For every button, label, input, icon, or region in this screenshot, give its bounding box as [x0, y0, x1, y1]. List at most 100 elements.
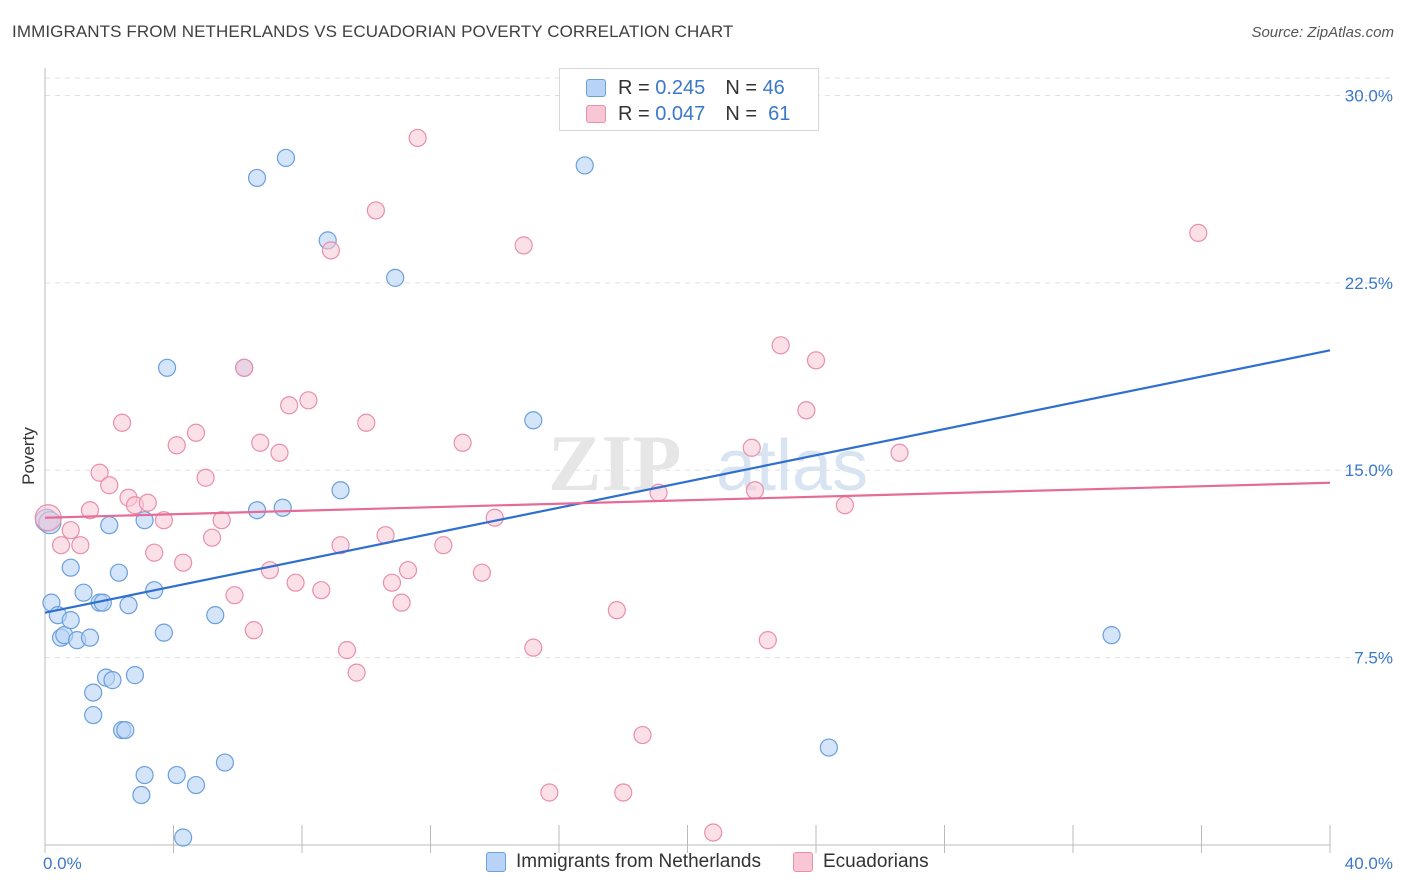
legend-r-value-ecuadorians: 0.047 [655, 102, 706, 125]
netherlands-point [273, 498, 292, 517]
netherlands-point [524, 411, 543, 430]
legend-n-label: N = [725, 76, 757, 99]
ecuadorians-point [286, 573, 305, 592]
legend-swatch-ecuadorians [792, 852, 813, 872]
ecuadorians-point [337, 641, 357, 660]
netherlands-point [247, 501, 267, 520]
y-tick-label: 30.0% [1345, 86, 1393, 105]
ecuadorians-point [251, 433, 270, 452]
netherlands-point [186, 775, 206, 795]
netherlands-point [84, 683, 103, 702]
ecuadorians-point [167, 436, 186, 455]
netherlands-point [125, 666, 145, 685]
series-ecuadorians-points [34, 128, 1208, 842]
x-tick-label-min: 0.0% [43, 854, 82, 873]
legend-row-ecuadorians: R = 0.047 N = 61 [586, 103, 790, 125]
y-tick-label: 7.5% [1354, 649, 1393, 668]
netherlands-point [135, 765, 154, 785]
ecuadorians-point [299, 391, 318, 410]
tick-labels: 7.5% 15.0% 22.5% 30.0% 0.0% 40.0% [43, 86, 1393, 873]
ecuadorians-point [312, 581, 331, 600]
ecuadorians-point [771, 336, 790, 355]
ecuadorians-point [890, 443, 909, 462]
netherlands-point [100, 516, 119, 535]
ecuadorians-point [614, 783, 633, 802]
correlation-legend: R = 0.245 N = 46 R = 0.047 N = 61 [559, 68, 819, 131]
ecuadorians-point [514, 236, 533, 255]
legend-r-label: R = [618, 76, 650, 99]
legend-item-netherlands: Immigrants from Netherlands [486, 851, 761, 873]
ecuadorians-point [174, 553, 193, 572]
ecuadorians-point [540, 783, 559, 802]
legend-r-label: R = [618, 102, 650, 125]
netherlands-point [132, 785, 151, 805]
legend-label-ecuadorians: Ecuadorians [822, 851, 929, 872]
source-credit: Source: ZipAtlas.com [1251, 24, 1394, 41]
ecuadorians-point [366, 201, 385, 220]
netherlands-point [331, 481, 350, 500]
ecuadorians-point [235, 358, 254, 377]
legend-r-value-netherlands: 0.245 [655, 76, 706, 99]
ecuadorians-point [100, 476, 119, 495]
netherlands-point [276, 148, 296, 168]
ecuadorians-point [453, 433, 472, 452]
ecuadorians-point [758, 631, 777, 650]
legend-label-netherlands: Immigrants from Netherlands [516, 851, 761, 872]
ecuadorians-point [244, 621, 263, 640]
ecuadorians-point [321, 241, 341, 260]
ecuadorians-point [745, 481, 765, 500]
ecuadorians-point [472, 563, 491, 582]
ecuadorians-point [280, 396, 299, 415]
ecuadorians-point [260, 561, 279, 580]
netherlands-point [119, 596, 138, 615]
netherlands-point [247, 168, 267, 188]
legend-n-value-netherlands: 46 [762, 76, 785, 99]
ecuadorians-point [138, 493, 157, 512]
y-tick-label: 22.5% [1345, 274, 1393, 293]
legend-n-value-ecuadorians: 61 [768, 102, 791, 125]
axes [44, 68, 1331, 853]
ecuadorians-point [202, 528, 222, 547]
ecuadorians-point [806, 351, 826, 370]
ecuadorians-point [80, 501, 100, 520]
ecuadorians-point [382, 573, 402, 592]
ecuadorians-point [331, 536, 350, 555]
legend-swatch-blue [586, 79, 606, 97]
legend-swatch-netherlands [486, 852, 506, 872]
ecuadorians-point [186, 423, 206, 442]
legend-n-label: N = [725, 102, 757, 125]
netherlands-point [819, 738, 838, 757]
netherlands-point [84, 705, 103, 725]
ecuadorians-point [212, 511, 231, 530]
ecuadorians-point [835, 496, 855, 515]
netherlands-point [61, 611, 80, 630]
netherlands-point [215, 753, 234, 772]
ecuadorians-point [607, 601, 626, 620]
ecuadorians-point [485, 508, 504, 527]
ecuadorians-point [90, 463, 109, 482]
legend-row-netherlands: R = 0.245 N = 46 [586, 77, 785, 99]
ecuadorians-point [225, 586, 244, 605]
ecuadorians-trend-line [44, 481, 1331, 519]
ecuadorians-point [154, 511, 173, 530]
ecuadorians-point [270, 443, 289, 462]
netherlands-point [80, 628, 100, 647]
netherlands-point [154, 623, 173, 642]
ecuadorians-point [145, 543, 164, 562]
watermark-atlas: atlas [716, 426, 868, 506]
ecuadorians-point [347, 663, 366, 682]
ecuadorians-point [392, 593, 411, 612]
x-tick-label-max: 40.0% [1345, 854, 1393, 873]
netherlands-point [575, 156, 594, 175]
ecuadorians-point [196, 468, 215, 487]
legend-item-ecuadorians: Ecuadorians [792, 851, 929, 873]
chart-title: IMMIGRANTS FROM NETHERLANDS VS ECUADORIA… [12, 22, 734, 41]
netherlands-point [103, 671, 122, 690]
watermark: ZIP atlas [548, 420, 868, 508]
y-tick-label: 15.0% [1345, 461, 1393, 480]
netherlands-point [206, 606, 225, 625]
netherlands-point [116, 720, 135, 740]
ecuadorians-point [408, 128, 427, 148]
netherlands-point [386, 268, 405, 287]
